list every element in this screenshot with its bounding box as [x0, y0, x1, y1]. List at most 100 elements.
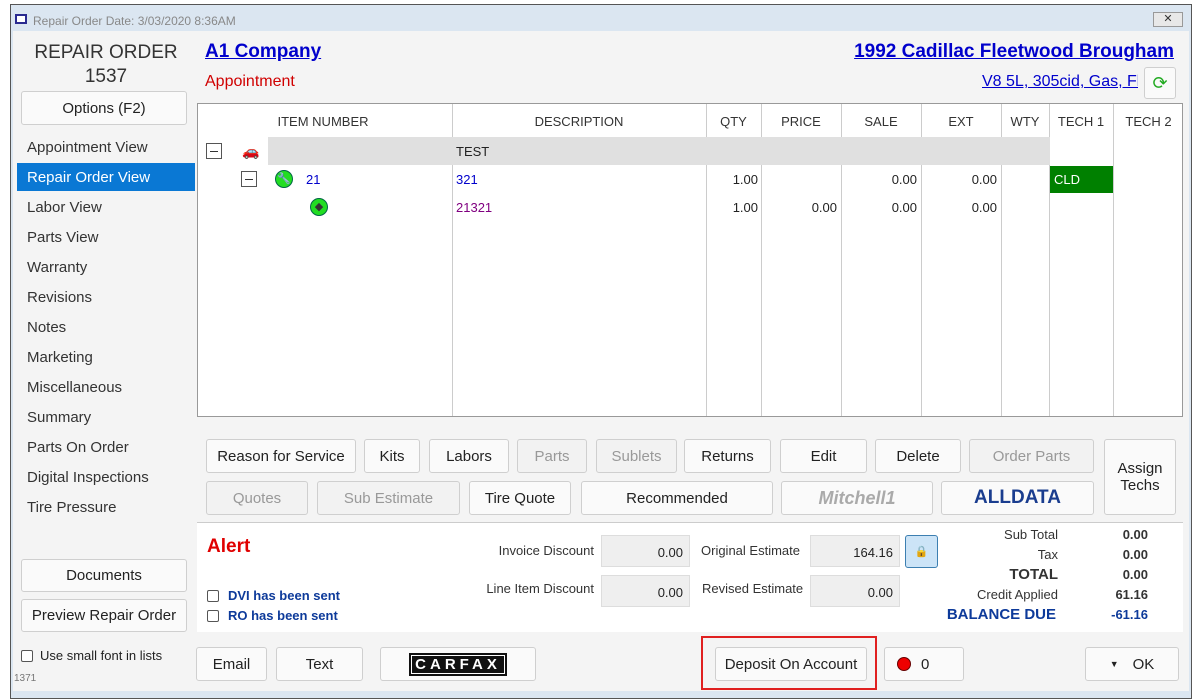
row-sale: 0.00 — [891, 172, 917, 187]
sub-estimate-button[interactable]: Sub Estimate — [317, 481, 460, 515]
preview-repair-order-button[interactable]: Preview Repair Order — [21, 599, 187, 632]
sidebar-item-appointment-view[interactable]: Appointment View — [27, 139, 148, 156]
subtotal-label: Sub Total — [1004, 527, 1058, 542]
red-dot-icon — [897, 657, 911, 671]
col-description[interactable]: DESCRIPTION — [534, 114, 624, 129]
title-bar: Repair Order Date: 3/03/2020 8:36AM ✕ — [11, 5, 1191, 31]
collapse-toggle[interactable] — [206, 143, 222, 159]
summary-panel — [197, 522, 1183, 632]
subtotal-value: 0.00 — [1122, 527, 1148, 542]
invoice-discount-label: Invoice Discount — [498, 543, 594, 558]
status-label: Appointment — [205, 73, 295, 90]
mitchell-button[interactable]: Mitchell1 — [781, 481, 933, 515]
carfax-button[interactable]: CARFAX — [380, 647, 536, 681]
col-wty[interactable]: WTY — [1010, 114, 1040, 129]
order-parts-button[interactable]: Order Parts — [969, 439, 1094, 473]
reason-for-service-button[interactable]: Reason for Service — [206, 439, 356, 473]
row-qty: 1.00 — [732, 200, 758, 215]
window-title: Repair Order Date: 3/03/2020 8:36AM — [33, 14, 236, 28]
col-sale[interactable]: SALE — [864, 114, 898, 129]
table-row[interactable]: 🚗 TEST — [198, 137, 1183, 165]
documents-button[interactable]: Documents — [21, 559, 187, 592]
original-estimate-label: Original Estimate — [701, 543, 800, 558]
col-price[interactable]: PRICE — [781, 114, 821, 129]
table-row[interactable]: 🔧 21 321 1.00 0.00 0.00 CLD — [198, 165, 1183, 193]
dropdown-arrow-icon: ▼ — [1109, 659, 1119, 669]
engine-link[interactable]: V8 5L, 305cid, Gas, Fl — [982, 73, 1138, 90]
col-tech2[interactable]: TECH 2 — [1125, 114, 1172, 129]
sidebar-item-miscellaneous[interactable]: Miscellaneous — [27, 379, 123, 396]
small-font-label: Use small font in lists — [40, 648, 163, 663]
ok-button[interactable]: ▼ OK — [1085, 647, 1179, 681]
refresh-button[interactable]: ⟳ — [1144, 67, 1176, 99]
lock-button[interactable]: 🔒 — [905, 535, 938, 568]
row-sale: 0.00 — [891, 200, 917, 215]
sidebar-item-revisions[interactable]: Revisions — [27, 289, 93, 306]
lock-icon: 🔒 — [914, 546, 929, 558]
delete-button[interactable]: Delete — [875, 439, 961, 473]
row-description: 21321 — [456, 200, 493, 215]
tax-label: Tax — [1037, 547, 1058, 562]
total-label: TOTAL — [1009, 566, 1058, 583]
tire-quote-button[interactable]: Tire Quote — [469, 481, 571, 515]
sidebar-item-warranty[interactable]: Warranty — [27, 259, 88, 276]
carfax-logo: CARFAX — [409, 652, 507, 676]
row-description: TEST — [456, 144, 490, 159]
kits-button[interactable]: Kits — [364, 439, 420, 473]
dvi-sent-checkbox[interactable] — [207, 590, 219, 602]
quotes-button[interactable]: Quotes — [206, 481, 308, 515]
sidebar-item-labor-view[interactable]: Labor View — [27, 199, 102, 216]
ro-sent-checkbox[interactable] — [207, 610, 219, 622]
ro-sent-label: RO has been sent — [228, 608, 338, 623]
message-count: 0 — [921, 655, 930, 673]
returns-button[interactable]: Returns — [684, 439, 771, 473]
recommended-button[interactable]: Recommended — [581, 481, 773, 515]
ok-label: OK — [1132, 655, 1155, 673]
invoice-discount-field[interactable]: 0.00 — [601, 535, 690, 567]
parts-button[interactable]: Parts — [517, 439, 587, 473]
close-button[interactable]: ✕ — [1153, 12, 1183, 27]
sidebar-item-summary[interactable]: Summary — [27, 409, 92, 426]
sidebar-item-notes[interactable]: Notes — [27, 319, 67, 336]
row-ext: 0.00 — [971, 172, 997, 187]
balance-due-value: -61.16 — [1111, 607, 1148, 622]
sidebar-item-marketing[interactable]: Marketing — [27, 349, 93, 366]
sidebar-item-parts-on-order[interactable]: Parts On Order — [27, 439, 129, 456]
sidebar-item-repair-order-view[interactable]: Repair Order View — [17, 163, 195, 191]
deposit-on-account-button[interactable]: Deposit On Account — [715, 647, 867, 681]
line-item-discount-label: Line Item Discount — [486, 581, 594, 596]
small-font-checkbox[interactable] — [21, 650, 33, 662]
vehicle-link[interactable]: 1992 Cadillac Fleetwood Brougham — [854, 41, 1174, 62]
labor-wrench-icon: 🔧 — [275, 170, 293, 188]
ro-number: 1537 — [84, 66, 128, 87]
edit-button[interactable]: Edit — [780, 439, 867, 473]
col-item-number[interactable]: ITEM NUMBER — [277, 114, 369, 129]
row-item-number: 21 — [306, 172, 321, 187]
line-item-discount-field[interactable]: 0.00 — [601, 575, 690, 607]
options-button[interactable]: Options (F2) — [21, 91, 187, 125]
col-qty[interactable]: QTY — [720, 114, 747, 129]
original-estimate-field[interactable]: 164.16 — [810, 535, 900, 567]
line-items-grid[interactable]: ITEM NUMBER DESCRIPTION QTY PRICE SALE E… — [197, 103, 1183, 417]
text-button[interactable]: Text — [276, 647, 363, 681]
email-button[interactable]: Email — [196, 647, 267, 681]
sublets-button[interactable]: Sublets — [596, 439, 677, 473]
customer-link[interactable]: A1 Company — [205, 41, 322, 62]
sidebar-item-tire-pressure[interactable]: Tire Pressure — [27, 499, 117, 516]
collapse-toggle[interactable] — [241, 171, 257, 187]
alert-label: Alert — [207, 536, 251, 557]
assign-techs-button[interactable]: Assign Techs — [1104, 439, 1176, 515]
col-tech1[interactable]: TECH 1 — [1057, 114, 1105, 129]
labors-button[interactable]: Labors — [429, 439, 509, 473]
col-ext[interactable]: EXT — [948, 114, 974, 129]
revised-estimate-field[interactable]: 0.00 — [810, 575, 900, 607]
alldata-button[interactable]: ALLDATA — [941, 481, 1094, 515]
sidebar-item-parts-view[interactable]: Parts View — [27, 229, 99, 246]
sidebar-item-digital-inspections[interactable]: Digital Inspections — [27, 469, 149, 486]
row-description: 321 — [456, 172, 478, 187]
part-icon: ◆ — [310, 198, 328, 216]
messages-button[interactable]: 0 — [884, 647, 964, 681]
version-label: 1371 — [14, 673, 37, 684]
job-car-icon: 🚗 — [242, 143, 260, 159]
table-row[interactable]: ◆ 21321 1.00 0.00 0.00 0.00 — [198, 193, 1183, 221]
